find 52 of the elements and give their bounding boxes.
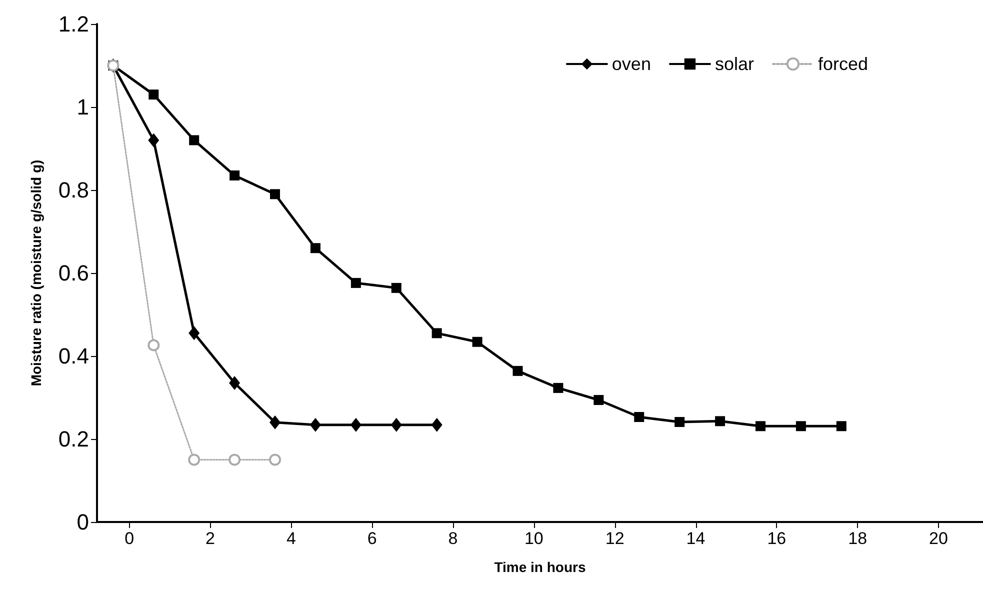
point	[148, 90, 159, 100]
point	[310, 243, 320, 254]
x-axis-title: Time in hours	[494, 559, 586, 575]
point	[512, 366, 523, 376]
x-tick-label: 4	[286, 529, 296, 548]
point	[634, 412, 644, 422]
point	[594, 394, 604, 405]
point	[269, 454, 282, 466]
point	[228, 454, 241, 466]
x-tick-label: 10	[524, 529, 544, 548]
point	[715, 416, 726, 426]
legend-label: oven	[612, 54, 651, 74]
point	[148, 133, 160, 148]
x-tick-label: 14	[686, 529, 706, 548]
x-tick-label: 20	[929, 529, 948, 548]
x-tick-label: 2	[206, 529, 216, 548]
y-tick-label: 0.2	[58, 426, 89, 452]
point	[188, 326, 200, 340]
point	[148, 339, 160, 352]
y-tick-label: 1	[76, 94, 89, 120]
point	[189, 135, 200, 146]
point	[431, 418, 442, 432]
y-axis-title: Moisture ratio (moisture g/solid g)	[28, 160, 44, 386]
point	[553, 382, 564, 393]
point	[796, 421, 806, 432]
point	[270, 189, 280, 200]
x-tick-label: 18	[848, 529, 868, 548]
x-tick-label: 12	[605, 529, 624, 548]
point	[310, 418, 321, 432]
point	[350, 418, 362, 432]
point	[472, 336, 482, 347]
x-tick-label: 16	[767, 529, 786, 548]
point	[836, 421, 846, 432]
point	[350, 278, 361, 288]
legend-label: solar	[714, 54, 754, 74]
point	[432, 328, 442, 338]
y-tick-label: 0.4	[58, 344, 89, 368]
legend-label: forced	[818, 54, 868, 74]
point	[390, 418, 402, 432]
point	[230, 170, 240, 180]
point	[391, 282, 402, 293]
point	[674, 416, 685, 427]
point	[188, 454, 200, 466]
y-tick-label: 0.8	[58, 178, 89, 202]
y-tick-label: 1.2	[58, 12, 89, 36]
point	[270, 415, 281, 430]
y-tick-label: 0.6	[58, 260, 89, 286]
x-tick-label: 0	[124, 529, 134, 548]
x-tick-label: 6	[367, 529, 377, 548]
x-tick-label: 8	[448, 529, 458, 548]
point	[755, 421, 766, 432]
point	[229, 376, 240, 390]
